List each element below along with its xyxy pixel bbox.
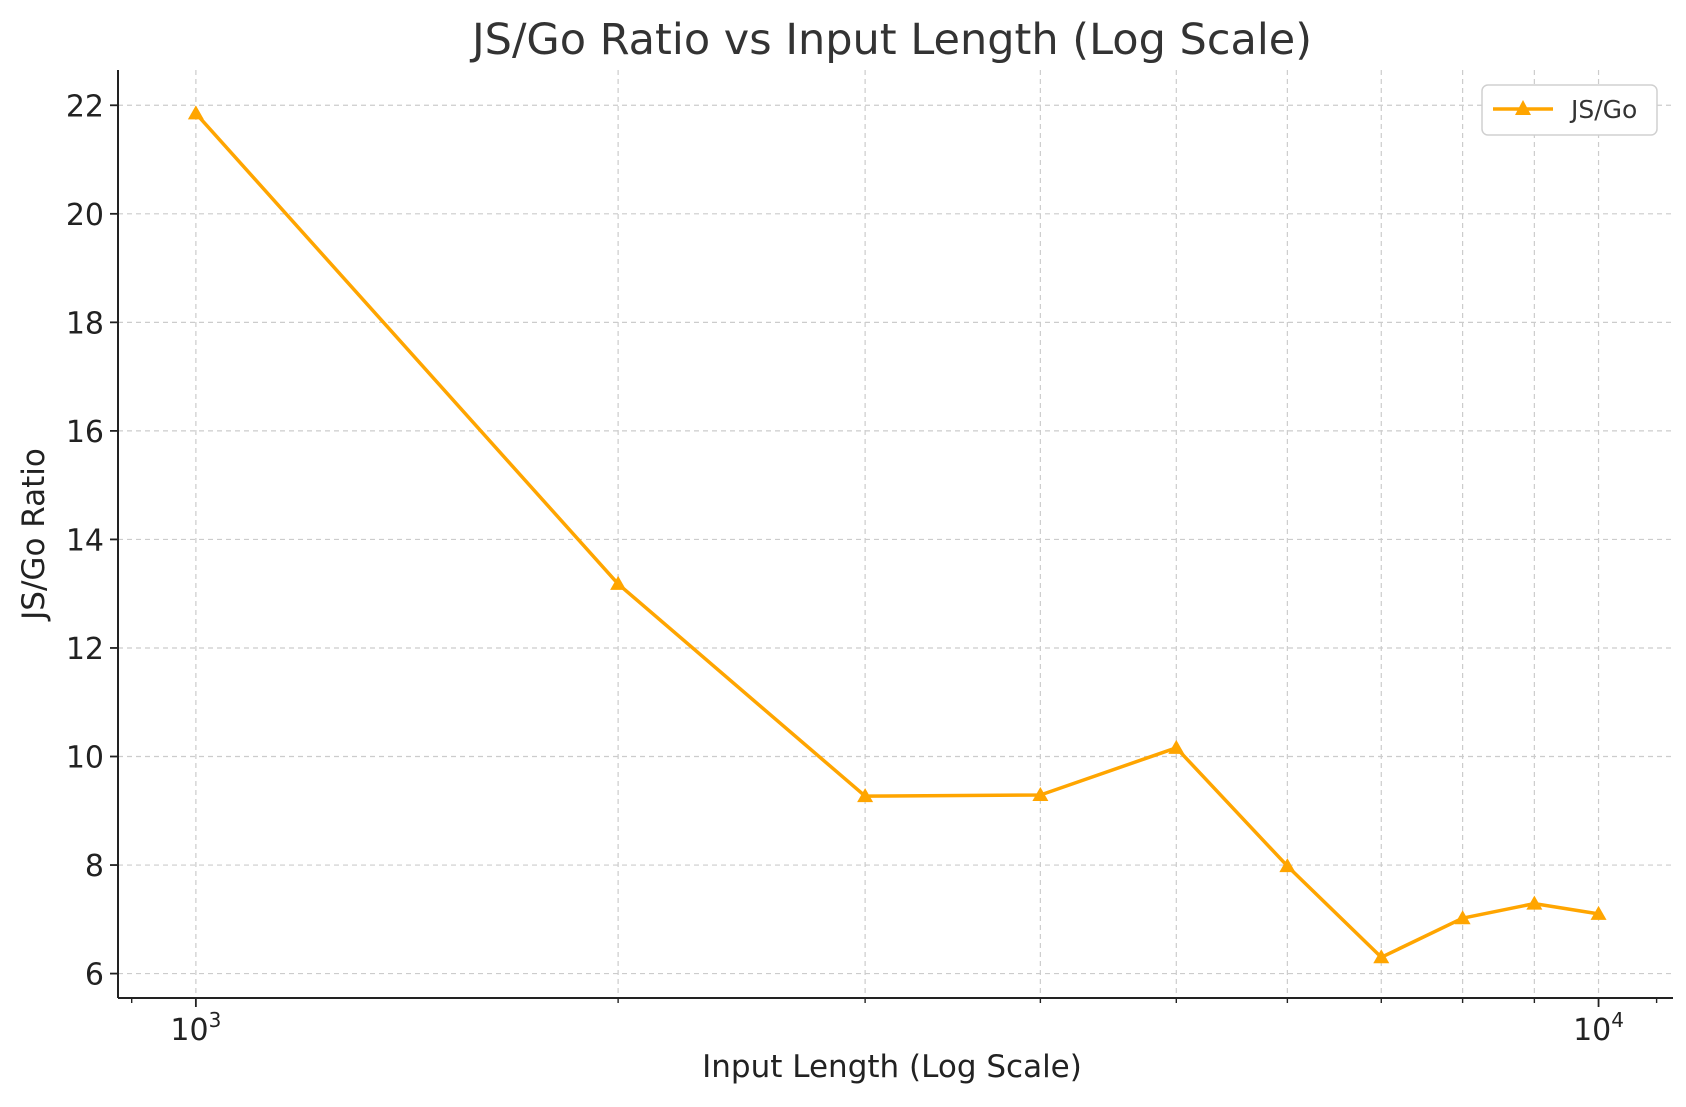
y-tick-label: 14	[66, 523, 104, 558]
y-tick-label: 10	[66, 741, 104, 776]
x-tick-label: 104	[1573, 1008, 1624, 1048]
series-line-js-go	[194, 112, 1599, 960]
y-tick-label: 22	[66, 89, 104, 124]
data-point-marker	[1168, 739, 1185, 754]
y-tick-label: 12	[66, 632, 104, 667]
data-point-marker	[1373, 949, 1390, 964]
grid-layer	[118, 70, 1673, 998]
chart-title: JS/Go Ratio vs Input Length (Log Scale)	[469, 15, 1312, 65]
x-tick-label: 103	[170, 1008, 221, 1048]
y-tick-label: 8	[85, 849, 104, 884]
data-point-marker	[1590, 905, 1607, 920]
data-point-marker	[1279, 858, 1296, 873]
data-point-marker	[1032, 787, 1049, 802]
x-axis-label: Input Length (Log Scale)	[702, 1049, 1082, 1085]
legend: JS/Go	[1481, 84, 1658, 136]
legend-entry-js-go: JS/Go	[1569, 95, 1637, 124]
legend-box	[1481, 84, 1658, 136]
y-tick-label: 20	[66, 198, 104, 233]
data-point-marker	[1526, 895, 1543, 910]
data-point-marker	[187, 105, 204, 120]
y-tick-label: 6	[85, 958, 104, 993]
legend-marker	[1515, 100, 1531, 115]
y-axis-label: JS/Go Ratio	[16, 448, 52, 622]
axes-layer	[117, 70, 1673, 999]
data-point-marker	[610, 575, 627, 590]
data-point-marker	[857, 788, 874, 803]
y-tick-label: 16	[66, 415, 104, 450]
ticks-layer: 6 8 10 12 14 16 18 20 22 103 104	[66, 89, 1658, 1048]
data-point-marker	[1454, 910, 1471, 925]
series-layer	[187, 105, 1607, 964]
y-tick-label: 18	[66, 306, 104, 341]
